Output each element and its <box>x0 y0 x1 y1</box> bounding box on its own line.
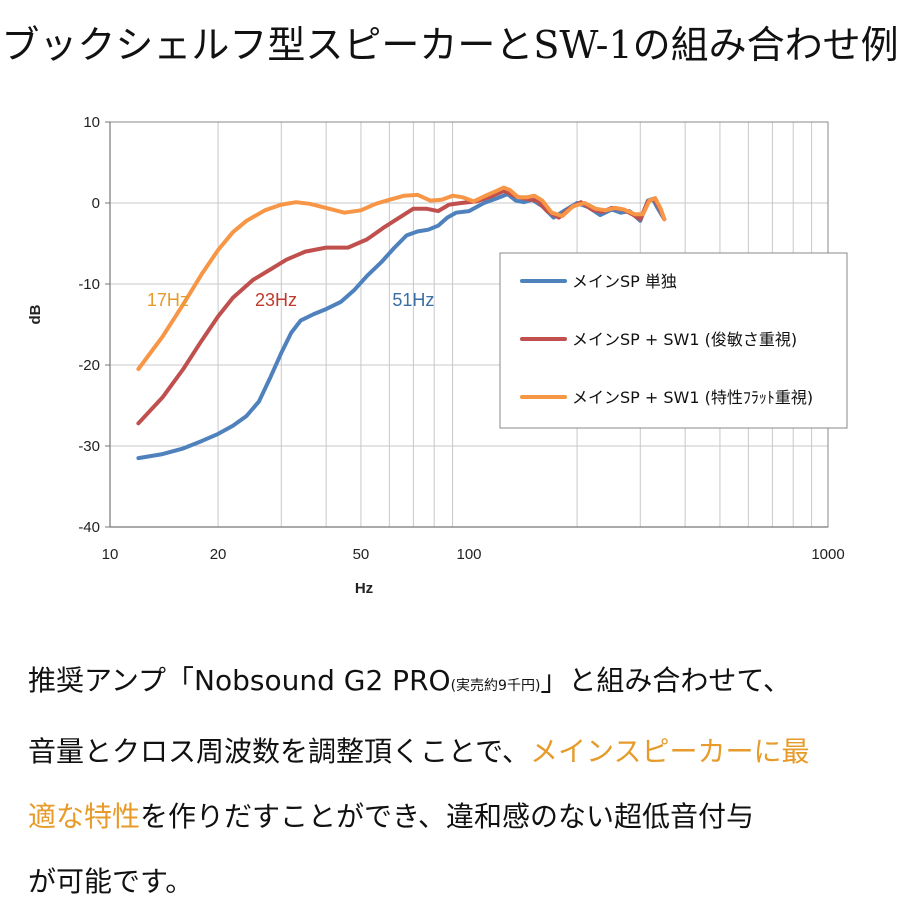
y-tick-label: 0 <box>92 195 100 212</box>
description-line-2: 音量とクロス周波数を調整頂くことで、メインスピーカーに最 <box>28 719 878 784</box>
description-line-3: 適な特性を作りだすことができ、違和感のない超低音付与 <box>28 784 878 849</box>
line4-text: が可能です。 <box>28 865 194 898</box>
x-tick-label: 1000 <box>811 546 844 563</box>
y-tick-label: -20 <box>78 357 100 374</box>
legend-label-1: メインSP 単独 <box>572 272 677 291</box>
y-tick-label: -30 <box>78 438 100 455</box>
legend-label-3: メインSP + SW1 (特性ﾌﾗｯﾄ重視) <box>572 388 813 407</box>
x-tick-label: 20 <box>210 546 227 563</box>
x-tick-label: 50 <box>353 546 370 563</box>
cutoff-label-3: 51Hz <box>392 290 434 310</box>
x-tick-label: 10 <box>102 546 119 563</box>
description-line-4: が可能です。 <box>28 849 878 914</box>
line1-text-b: 」と組み合わせて、 <box>540 664 792 697</box>
line3-text-b: を作りだすことができ、違和感のない超低音付与 <box>140 800 755 833</box>
line1-text-a: 推奨アンプ「Nobsound G2 PRO <box>28 664 451 697</box>
line3-highlight: 適な特性 <box>28 800 141 833</box>
cutoff-label-2: 23Hz <box>255 290 297 310</box>
line1-text-small: (実売約9千円) <box>450 678 541 694</box>
page-title: ブックシェルフ型スピーカーとSW-1の組み合わせ例 <box>1 23 899 67</box>
line2-highlight: メインスピーカーに最 <box>530 735 810 768</box>
cutoff-label-1: 17Hz <box>147 290 189 310</box>
y-tick-label: -40 <box>78 519 100 536</box>
chart-annotations: 17Hz 23Hz 51Hz <box>147 290 434 310</box>
x-tick-label: 100 <box>456 546 481 563</box>
y-tick-label: -10 <box>78 276 100 293</box>
line2-text-a: 音量とクロス周波数を調整頂くことで、 <box>28 735 531 768</box>
y-tick-label: 10 <box>83 114 100 131</box>
legend-label-2: メインSP + SW1 (俊敏さ重視) <box>572 330 797 349</box>
series-line-3 <box>136 185 667 371</box>
y-axis-title: dB <box>27 304 44 324</box>
description-text: 推奨アンプ「Nobsound G2 PRO(実売約9千円)」と組み合わせて、 音… <box>28 648 878 914</box>
description-line-1: 推奨アンプ「Nobsound G2 PRO(実売約9千円)」と組み合わせて、 <box>28 648 878 719</box>
chart-series <box>136 185 667 461</box>
x-axis-title: Hz <box>355 580 373 597</box>
